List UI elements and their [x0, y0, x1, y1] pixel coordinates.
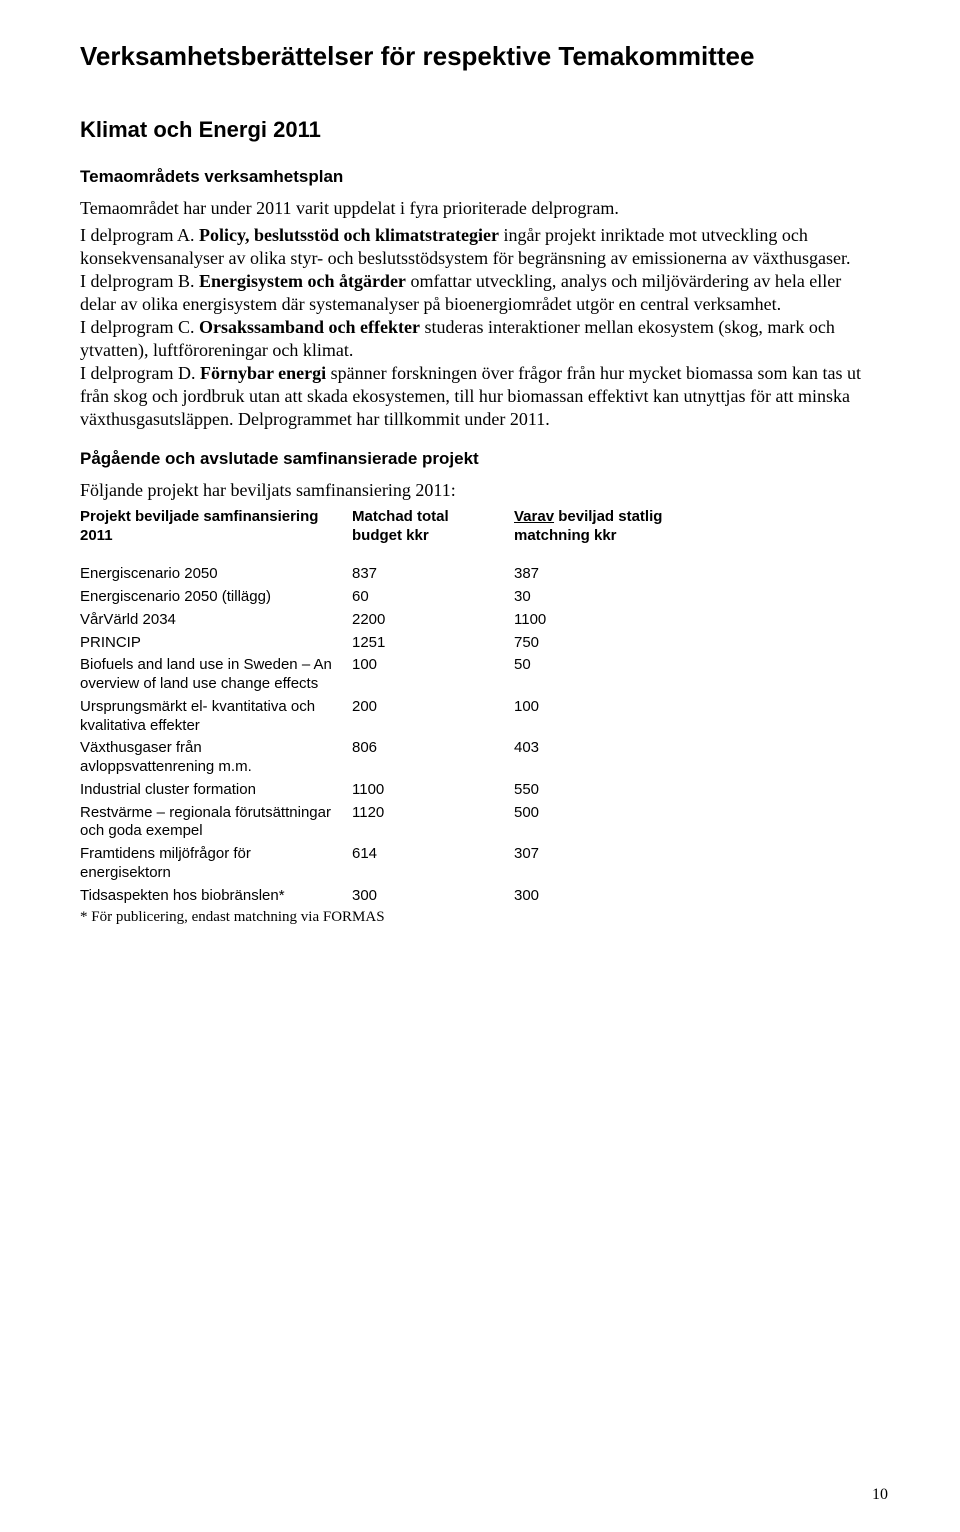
projects-intro: Följande projekt har beviljats samfinans… [80, 479, 880, 502]
cell-match: 403 [514, 737, 676, 779]
cell-budget: 837 [352, 563, 514, 586]
cell-match: 1100 [514, 609, 676, 632]
cell-match: 387 [514, 563, 676, 586]
cell-budget: 1120 [352, 802, 514, 844]
cell-name: Energiscenario 2050 (tillägg) [80, 586, 352, 609]
para-d-bold: Förnybar energi [200, 363, 326, 383]
para-b-bold: Energisystem och åtgärder [199, 271, 406, 291]
cell-match: 100 [514, 696, 676, 738]
table-row: Restvärme – regionala förutsättningar oc… [80, 802, 676, 844]
cell-match: 750 [514, 632, 676, 655]
table-row: Tidsaspekten hos biobränslen* 300 300 [80, 885, 676, 908]
cell-budget: 1251 [352, 632, 514, 655]
th-budget: Matchad total budget kkr [352, 506, 514, 548]
para-a-bold: Policy, beslutsstöd och klimatstrategier [199, 225, 499, 245]
th-match-u: Varav [514, 508, 554, 525]
table-row: Energiscenario 2050 837 387 [80, 563, 676, 586]
cell-budget: 614 [352, 843, 514, 885]
cell-budget: 200 [352, 696, 514, 738]
cell-budget: 806 [352, 737, 514, 779]
cell-name: PRINCIP [80, 632, 352, 655]
th-match: Varav beviljad statlig matchning kkr [514, 506, 676, 548]
cell-name: Ursprungsmärkt el- kvantitativa och kval… [80, 696, 352, 738]
para-b-lead: I delprogram B. [80, 271, 199, 291]
para-a-lead: I delprogram A. [80, 225, 199, 245]
footnote: * För publicering, endast matchning via … [80, 909, 880, 926]
table-row: PRINCIP 1251 750 [80, 632, 676, 655]
page-number: 10 [872, 1486, 888, 1504]
cell-budget: 100 [352, 654, 514, 696]
intro-sentence: Temaområdet har under 2011 varit uppdela… [80, 197, 880, 220]
subtitle: Klimat och Energi 2011 [80, 117, 880, 143]
cell-match: 300 [514, 885, 676, 908]
table-row: Ursprungsmärkt el- kvantitativa och kval… [80, 696, 676, 738]
cell-match: 500 [514, 802, 676, 844]
table-header-row: Projekt beviljade samfinansiering 2011 M… [80, 506, 676, 548]
th-name: Projekt beviljade samfinansiering 2011 [80, 506, 352, 548]
table-row: Industrial cluster formation 1100 550 [80, 779, 676, 802]
cell-name: Restvärme – regionala förutsättningar oc… [80, 802, 352, 844]
cell-budget: 300 [352, 885, 514, 908]
para-c-lead: I delprogram C. [80, 317, 199, 337]
para-c-bold: Orsakssamband och effekter [199, 317, 420, 337]
cell-match: 307 [514, 843, 676, 885]
section-plan-heading: Temaområdets verksamhetsplan [80, 167, 880, 187]
cell-name: Energiscenario 2050 [80, 563, 352, 586]
paragraph-a: I delprogram A. Policy, beslutsstöd och … [80, 224, 880, 431]
cell-name: Biofuels and land use in Sweden – An ove… [80, 654, 352, 696]
cell-name: Tidsaspekten hos biobränslen* [80, 885, 352, 908]
table-row: Biofuels and land use in Sweden – An ove… [80, 654, 676, 696]
cell-name: VårVärld 2034 [80, 609, 352, 632]
cell-budget: 60 [352, 586, 514, 609]
cell-match: 550 [514, 779, 676, 802]
projects-table: Projekt beviljade samfinansiering 2011 M… [80, 506, 676, 908]
cell-match: 50 [514, 654, 676, 696]
table-row: Framtidens miljöfrågor för energisektorn… [80, 843, 676, 885]
table-row: VårVärld 2034 2200 1100 [80, 609, 676, 632]
page-title: Verksamhetsberättelser för respektive Te… [80, 40, 880, 73]
cell-budget: 1100 [352, 779, 514, 802]
cell-match: 30 [514, 586, 676, 609]
para-d-lead: I delprogram D. [80, 363, 200, 383]
section-projects-heading: Pågående och avslutade samfinansierade p… [80, 449, 880, 469]
cell-name: Växthusgaser från avloppsvattenrening m.… [80, 737, 352, 779]
cell-budget: 2200 [352, 609, 514, 632]
table-row: Energiscenario 2050 (tillägg) 60 30 [80, 586, 676, 609]
cell-name: Framtidens miljöfrågor för energisektorn [80, 843, 352, 885]
cell-name: Industrial cluster formation [80, 779, 352, 802]
table-row: Växthusgaser från avloppsvattenrening m.… [80, 737, 676, 779]
